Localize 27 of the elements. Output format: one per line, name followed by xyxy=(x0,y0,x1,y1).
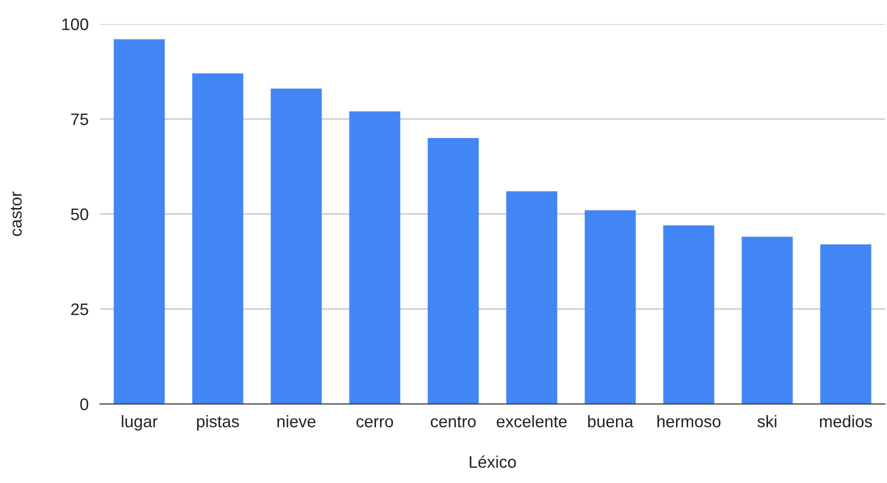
bar xyxy=(742,236,793,404)
y-axis-title: castor xyxy=(10,192,22,236)
y-tick-label: 100 xyxy=(62,18,88,30)
bar xyxy=(428,138,479,404)
x-tick-label: cerro xyxy=(356,418,394,428)
bar xyxy=(584,210,636,404)
x-tick-label: lugar xyxy=(122,415,158,431)
bar xyxy=(114,39,165,404)
bar xyxy=(192,73,244,404)
bar xyxy=(663,225,714,404)
y-tick-label: 50 xyxy=(71,208,88,220)
y-tick-label: 75 xyxy=(71,114,88,126)
bar xyxy=(506,191,558,404)
x-tick-label: pistas xyxy=(197,415,239,431)
x-tick-label: hermoso xyxy=(657,415,720,428)
x-tick-label: excelente xyxy=(496,415,567,428)
bar xyxy=(270,88,322,404)
bar xyxy=(349,111,400,404)
x-tick-label: ski xyxy=(758,415,776,428)
bar xyxy=(820,244,872,404)
x-tick-label: nieve xyxy=(277,415,316,428)
x-axis-title: Léxico xyxy=(470,455,516,468)
x-tick-label: medios xyxy=(820,415,872,428)
y-tick-label: 25 xyxy=(71,303,88,316)
y-tick-label: 0 xyxy=(80,398,88,410)
x-tick-label: buena xyxy=(588,415,634,428)
x-tick-label: centro xyxy=(430,416,476,428)
